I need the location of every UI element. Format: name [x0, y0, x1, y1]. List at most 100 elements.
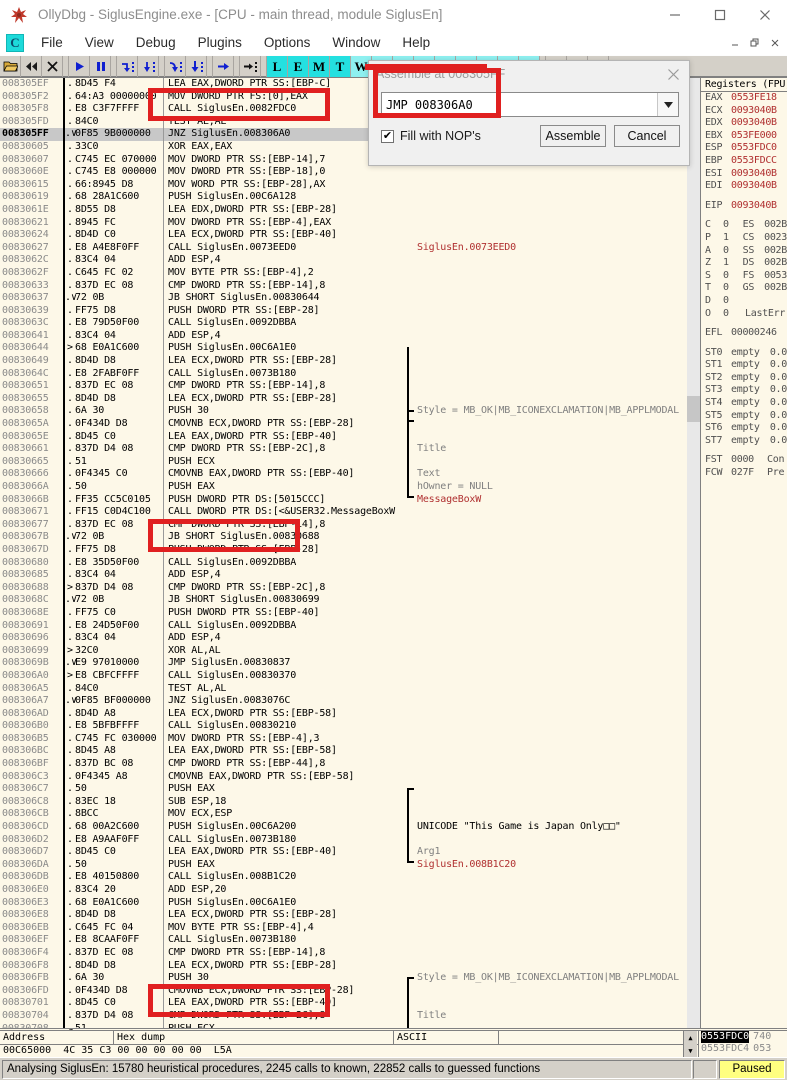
disassembly-row[interactable]: 008305F2. 64:A3 00000000 MOV DWORD PTR FS:… [0, 90, 700, 104]
go-to-icon[interactable] [240, 56, 261, 77]
dump-scroll-up-icon[interactable]: ▲ [688, 1033, 693, 1042]
disassembly-row[interactable]: 00830633. 837D EC 08 CMP DWORD PTR SS:[EBP… [0, 279, 700, 293]
disassembly-row[interactable]: 008306EB. C645 FC 04 MOV BYTE PTR SS:[EBP-… [0, 921, 700, 935]
mdi-close-icon[interactable] [765, 33, 785, 52]
disassembly-row[interactable]: 008305EF. 8D45 F4 LEA EAX,DWORD PTR SS:[EB… [0, 78, 700, 91]
maximize-icon[interactable] [697, 0, 742, 30]
disassembly-row[interactable]: 00830701. 8D45 C0 LEA EAX,DWORD PTR SS:[EB… [0, 997, 700, 1010]
disassembly-row[interactable]: 008306A5. 84C0 TEST AL,AL [0, 682, 700, 696]
cancel-button[interactable]: Cancel [614, 125, 680, 147]
disassembly-row[interactable]: 00830699 >32C0 XOR AL,AL [0, 644, 700, 658]
disassembly-row[interactable]: 008306CB. 8BCC MOV ECX,ESP [0, 808, 700, 822]
fpu-row[interactable]: ST0 empty 0.0 [701, 347, 787, 360]
disassembly-row[interactable]: 00830624. 8D4D C0 LEA ECX,DWORD PTR SS:[EB… [0, 229, 700, 242]
pause-icon[interactable] [90, 56, 111, 77]
disassembly-row[interactable]: 00830677. 837D EC 08 CMP DWORD PTR SS:[EBP… [0, 518, 700, 532]
flag-row[interactable]: T 0 GS 002B [701, 282, 787, 295]
stack-row[interactable]: 0553FDC4 053 [699, 1043, 787, 1055]
disassembly-row[interactable]: 0083067B .∨ 72 0B JB SHORT SiglusEn.0083068… [0, 531, 700, 544]
disassembly-row[interactable]: 0083065E. 8D45 C0 LEA EAX,DWORD PTR SS:[EB… [0, 430, 700, 444]
flag-row[interactable]: Z 1 DS 002B [701, 257, 787, 270]
disassembly-row[interactable]: 00830607. C745 EC 070000 MOV DWORD PTR SS:… [0, 153, 700, 167]
open-file-icon[interactable] [0, 56, 21, 77]
disassembly-row[interactable]: 0083066A. 50 PUSH EAX hOwner = NULL [0, 481, 700, 494]
register-row[interactable]: EIP 0093040B [701, 200, 787, 213]
step-into-icon[interactable] [117, 56, 138, 77]
assemble-dialog-close-icon[interactable] [661, 64, 685, 84]
chevron-down-icon[interactable] [657, 93, 678, 116]
disassembly-row[interactable]: 0083068C .∨ 72 0B JB SHORT SiglusEn.0083069… [0, 594, 700, 607]
disassembly-splitter[interactable]: 00830600=SiglusEn.00830600 [0, 1028, 787, 1031]
disassembly-row[interactable]: 0083062C. 83C4 04 ADD ESP,4 [0, 254, 700, 267]
register-row[interactable]: EFL 00000246 [701, 327, 787, 340]
disassembly-row[interactable]: 00830704. 837D D4 08 CMP DWORD PTR SS:[EBP… [0, 1009, 700, 1023]
menu-window[interactable]: Window [332, 35, 381, 50]
dump-data-row[interactable]: 00C65000 4C 35 C3 00 00 00 00 00 L5Ã [3, 1045, 232, 1056]
disassembly-row[interactable]: 00830658. 6A 30 PUSH 30 Style = MB_OK|MB_IC… [0, 405, 700, 419]
flag-row[interactable]: P 1 CS 0023 [701, 232, 787, 245]
disassembly-row[interactable]: 00830666. 0F4345 C0 CMOVNB EAX,DWORD PTR S… [0, 468, 700, 481]
disassembly-row[interactable]: 0083067D. FF75 D8 PUSH DWORD PTR SS:[EBP-2… [0, 543, 700, 557]
trace-over-icon[interactable] [186, 56, 207, 77]
disassembly-row[interactable]: 0083063C. E8 79D50F00 CALL SiglusEn.0092DB… [0, 317, 700, 330]
assemble-instruction-input[interactable] [382, 93, 657, 116]
assemble-dialog[interactable]: Assemble at 008305FF ✔ Fill with NOP's A… [368, 60, 690, 166]
disassembly-row[interactable]: 00830696. 83C4 04 ADD ESP,4 [0, 632, 700, 645]
restart-icon[interactable] [21, 56, 42, 77]
menu-options[interactable]: Options [263, 35, 311, 50]
menu-help[interactable]: Help [402, 35, 431, 50]
disassembly-row[interactable]: 008306E8. 8D4D D8 LEA ECX,DWORD PTR SS:[EB… [0, 909, 700, 922]
disassembly-row[interactable]: 00830627. E8 A4E8F0FF CALL SiglusEn.0073EE… [0, 241, 700, 255]
disassembly-row[interactable]: 00830691. E8 24D50F00 CALL SiglusEn.0092DB… [0, 619, 700, 633]
log-window-button[interactable]: L [267, 56, 288, 77]
disassembly-row[interactable]: 00830688 >837D D4 08 CMP DWORD PTR SS:[EBP… [0, 581, 700, 595]
disassembly-row[interactable]: 008306A7 .∨ 0F85 BF000000 JNZ SiglusEn.0083… [0, 695, 700, 708]
execute-till-return-icon[interactable] [213, 56, 234, 77]
register-row[interactable]: EDX 0093040B [701, 117, 787, 130]
disassembly-row[interactable]: 008306BC. 8D45 A8 LEA EAX,DWORD PTR SS:[EB… [0, 745, 700, 759]
disassembly-row[interactable]: 0083069B .∨ E9 97010000 JMP SiglusEn.008308… [0, 657, 700, 670]
disassembly-row[interactable]: 008306F4. 837D EC 08 CMP DWORD PTR SS:[EBP… [0, 946, 700, 960]
flag-row[interactable]: O 0 LastErr [701, 308, 787, 321]
disassembly-row[interactable]: 008306EF. E8 8CAAF0FF CALL SiglusEn.0073B1… [0, 934, 700, 947]
disassembly-row[interactable]: 00830671. FF15 C0D4C100 CALL DWORD PTR DS:… [0, 506, 700, 519]
registers-list[interactable]: EAX 0553FE18 ECX 0093040B EDX 0093040B EBX 053F… [701, 92, 787, 480]
memory-map-button[interactable]: M [309, 56, 330, 77]
disassembly-row[interactable]: 00830685. 83C4 04 ADD ESP,4 [0, 569, 700, 582]
register-row[interactable]: ECX 0093040B [701, 105, 787, 118]
disassembly-row[interactable]: 008306CD. 68 00A2C600 PUSH SiglusEn.00C6A2… [0, 821, 700, 834]
stack-pane[interactable]: 0553FDC0 740 0553FDC4 053 [698, 1031, 787, 1057]
disassembly-row[interactable]: 008306A0 > E8 CBFCFFFF CALL SiglusEn.008303… [0, 669, 700, 683]
register-row[interactable]: ESP 0553FDC0 [701, 142, 787, 155]
flag-row[interactable]: C 0 ES 002B [701, 219, 787, 232]
mdi-restore-icon[interactable] [745, 33, 765, 52]
disassembly-row[interactable]: 008306C8. 83EC 18 SUB ESP,18 [0, 795, 700, 809]
mdi-minimize-icon[interactable] [725, 33, 745, 52]
fpu-row[interactable]: ST2 empty 0.0 [701, 372, 787, 385]
disassembly-row[interactable]: 00830680. E8 35D50F00 CALL SiglusEn.0092DB… [0, 556, 700, 570]
disassembly-list[interactable]: 008305EF. 8D45 F4 LEA EAX,DWORD PTR SS:[EB… [0, 78, 700, 1028]
disassembly-row[interactable]: 00830615. 66:8945 D8 MOV WORD PTR SS:[EBP-… [0, 178, 700, 192]
disassembly-row[interactable]: 008306D2. E8 A9AAF0FF CALL SiglusEn.0073B1… [0, 833, 700, 847]
dump-scrollbar[interactable]: ▲ ▼ [683, 1031, 697, 1057]
disassembly-row[interactable]: 00830644 >68 E0A1C600 PUSH SiglusEn.00C6A1… [0, 342, 700, 356]
disassembly-row[interactable]: 00830661. 837D D4 08 CMP DWORD PTR SS:[EBP… [0, 443, 700, 456]
register-row[interactable]: EDI 0093040B [701, 180, 787, 193]
run-icon[interactable] [69, 56, 90, 77]
disassembly-row[interactable]: 00830621. 8945 FC MOV DWORD PTR SS:[EBP-4]… [0, 216, 700, 230]
disassembly-row[interactable]: 008306DB. E8 40150800 CALL SiglusEn.008B1C… [0, 871, 700, 884]
threads-button[interactable]: T [330, 56, 351, 77]
disassembly-row[interactable]: 00830639. FF75 D8 PUSH DWORD PTR SS:[EBP-2… [0, 304, 700, 318]
disassembly-row[interactable]: 0083068E. FF75 C0 PUSH DWORD PTR SS:[EBP-4… [0, 606, 700, 620]
disassembly-row[interactable]: 008306AD. 8D4D A8 LEA ECX,DWORD PTR SS:[EB… [0, 707, 700, 721]
fpu-control-row[interactable]: FCW 027F Pre [701, 467, 787, 480]
disassembly-row[interactable]: 00830641. 83C4 04 ADD ESP,4 [0, 329, 700, 343]
menu-file[interactable]: File [41, 35, 63, 50]
disassembly-row[interactable]: 008305FD. 84C0 TEST AL,AL [0, 115, 700, 129]
fpu-row[interactable]: ST5 empty 0.0 [701, 410, 787, 423]
fill-with-nops-checkbox[interactable]: ✔ [381, 129, 394, 143]
disassembly-row[interactable]: 00830665. 51 PUSH ECX [0, 455, 700, 469]
disassembly-row[interactable]: 00830655. 8D4D D8 LEA ECX,DWORD PTR SS:[EB… [0, 392, 700, 406]
register-row[interactable]: EBP 0553FDCC [701, 155, 787, 168]
